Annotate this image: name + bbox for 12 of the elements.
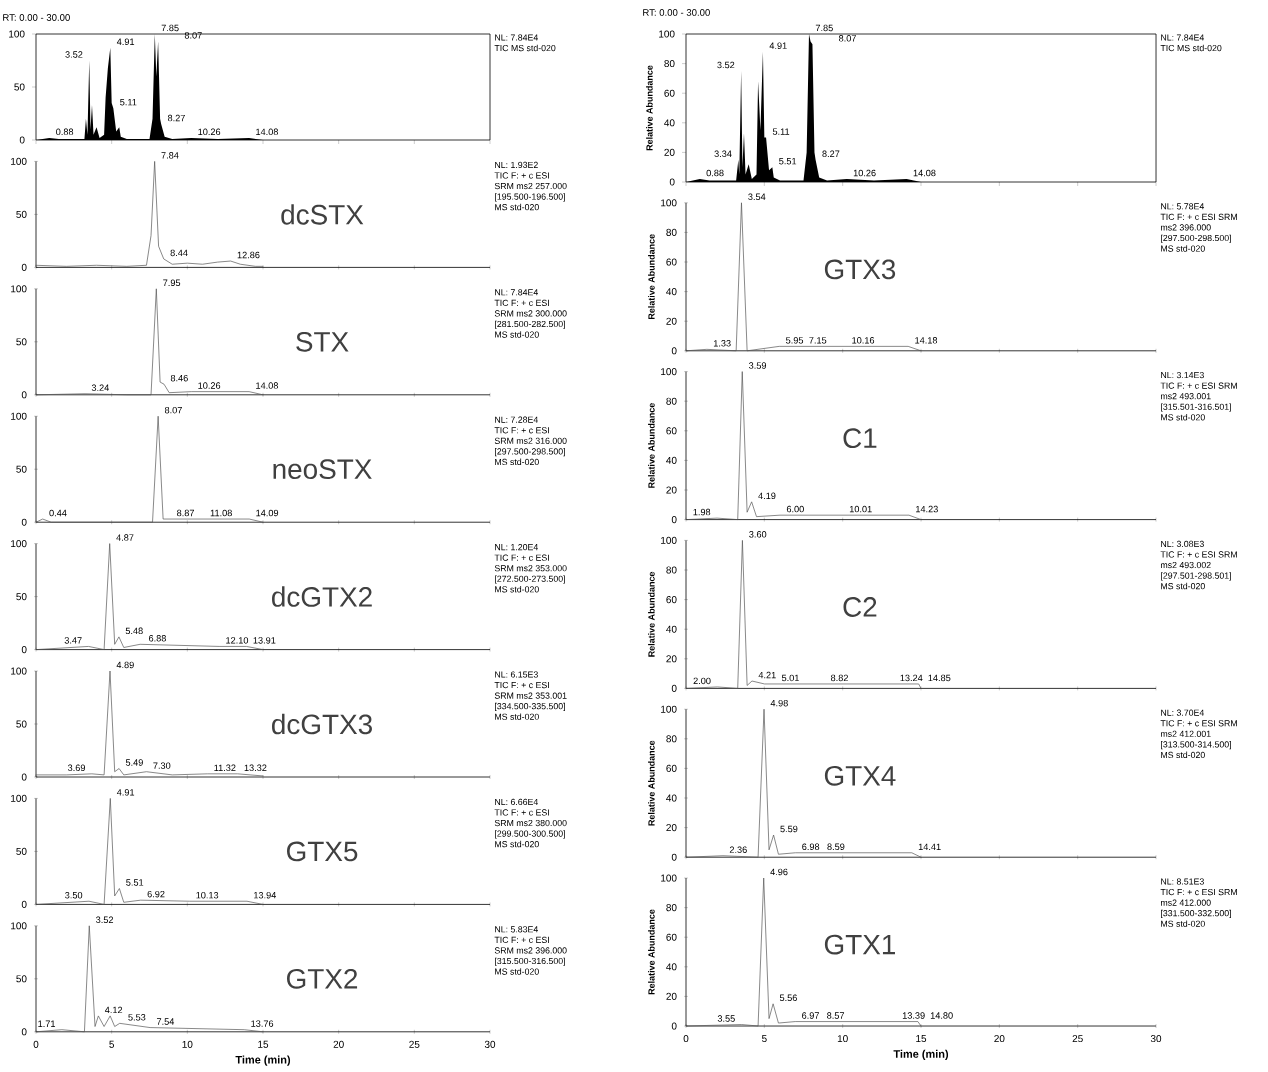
text: neoSTX — [273, 459, 372, 480]
text: dcGTX2 — [272, 586, 372, 607]
text: GTX3 — [824, 259, 896, 280]
text: dcGTX3 — [272, 713, 372, 735]
text: dcSTX — [281, 204, 364, 225]
text: GTX5 — [287, 841, 358, 862]
text: GTX1 — [824, 934, 895, 955]
text: STX — [296, 331, 349, 352]
text: C1 — [843, 428, 877, 449]
text: C2 — [843, 597, 877, 617]
text: GTX4 — [824, 765, 896, 786]
text: GTX2 — [287, 968, 358, 989]
